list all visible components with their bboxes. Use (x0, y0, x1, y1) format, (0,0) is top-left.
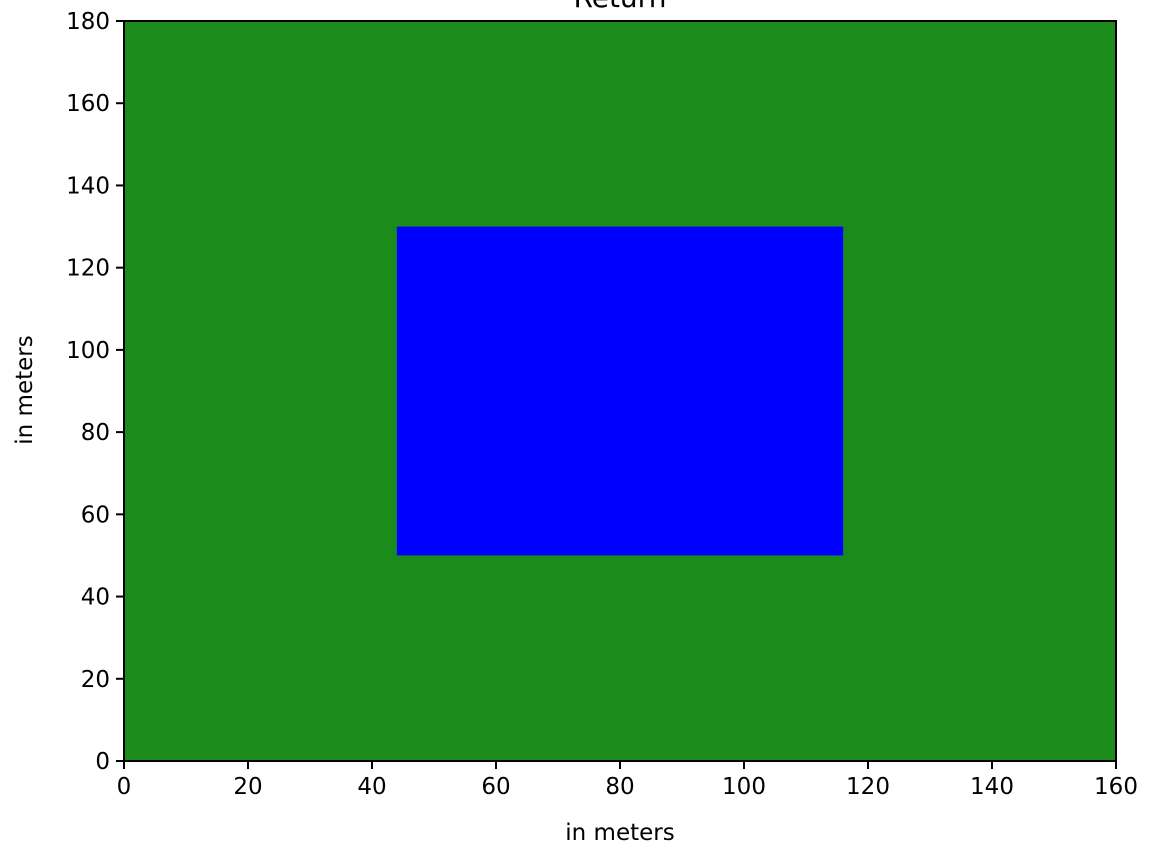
x-axis-label: in meters (565, 820, 674, 846)
y-tick-label: 60 (81, 502, 110, 528)
x-tick-label: 160 (1094, 774, 1138, 800)
region-1 (396, 226, 844, 556)
y-axis: 0 20 40 60 80 100 120 140 160 180 (66, 9, 124, 775)
x-axis: 0 20 40 60 80 100 120 140 160 (117, 761, 1138, 800)
x-tick-label: 40 (357, 774, 386, 800)
y-axis-label: in meters (12, 335, 38, 444)
y-tick-label: 180 (66, 9, 110, 35)
x-tick-label: 60 (481, 774, 510, 800)
y-tick-label: 80 (81, 420, 110, 446)
x-tick-label: 120 (846, 774, 890, 800)
x-tick-label: 140 (970, 774, 1014, 800)
plot-area (123, 20, 1117, 762)
y-tick-label: 20 (81, 667, 110, 693)
y-tick-label: 120 (66, 256, 110, 282)
y-tick-label: 160 (66, 91, 110, 117)
y-tick-label: 100 (66, 338, 110, 364)
x-tick-label: 80 (605, 774, 634, 800)
y-tick-label: 0 (95, 749, 110, 775)
y-tick-label: 40 (81, 585, 110, 611)
y-tick-label: 140 (66, 173, 110, 199)
x-tick-label: 0 (117, 774, 132, 800)
chart-title: Return (574, 0, 667, 14)
x-tick-label: 20 (233, 774, 262, 800)
x-tick-label: 100 (722, 774, 766, 800)
